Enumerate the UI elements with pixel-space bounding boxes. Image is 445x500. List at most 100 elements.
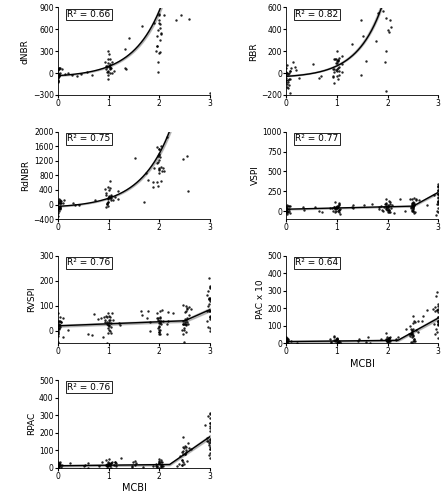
Point	[336, 66, 343, 74]
Point	[284, 202, 291, 210]
Point	[145, 306, 152, 314]
Point	[332, 208, 339, 216]
Point	[158, 126, 166, 134]
Point	[283, 342, 290, 349]
Point	[54, 324, 61, 332]
Point	[283, 338, 290, 345]
Point	[409, 326, 416, 334]
Point	[158, 456, 165, 464]
Point	[333, 334, 340, 342]
Point	[409, 330, 416, 338]
Point	[382, 46, 389, 54]
Point	[178, 456, 185, 464]
Point	[74, 72, 81, 80]
Point	[435, 186, 442, 194]
Point	[411, 318, 418, 326]
Point	[283, 64, 290, 72]
Point	[380, 203, 388, 211]
Point	[206, 307, 213, 315]
Point	[180, 44, 187, 52]
Point	[107, 194, 114, 202]
Point	[376, 205, 383, 213]
Point	[90, 310, 97, 318]
Point	[57, 314, 64, 322]
Point	[59, 199, 66, 207]
Point	[54, 198, 61, 206]
Point	[54, 203, 61, 211]
Point	[287, 202, 294, 209]
Point	[55, 468, 62, 475]
Point	[61, 70, 68, 78]
Point	[92, 196, 99, 203]
Point	[106, 65, 113, 73]
Point	[435, 318, 442, 326]
Point	[283, 206, 290, 214]
Point	[385, 342, 392, 350]
Point	[111, 458, 118, 466]
Point	[383, 14, 390, 22]
Point	[142, 170, 150, 177]
Point	[184, 320, 191, 328]
Point	[55, 462, 62, 470]
Point	[101, 313, 108, 321]
Point	[283, 204, 290, 212]
Point	[181, 320, 188, 328]
Point	[433, 328, 441, 336]
Point	[179, 320, 186, 328]
Point	[106, 322, 113, 330]
Text: R² = 0.66: R² = 0.66	[67, 10, 110, 19]
Point	[157, 462, 164, 469]
Point	[283, 203, 290, 211]
Point	[106, 316, 113, 324]
Point	[109, 466, 116, 473]
Point	[185, 67, 192, 75]
Point	[165, 317, 172, 325]
Point	[106, 318, 113, 326]
Point	[326, 204, 333, 212]
Point	[54, 338, 61, 346]
Point	[309, 60, 316, 68]
Point	[182, 73, 189, 81]
Y-axis label: RBR: RBR	[249, 42, 258, 60]
Point	[435, 190, 442, 198]
Point	[114, 196, 121, 203]
Point	[54, 74, 61, 82]
Point	[104, 198, 111, 206]
Point	[435, 208, 442, 216]
Text: R² = 0.76: R² = 0.76	[67, 382, 110, 392]
Point	[384, 208, 391, 216]
Point	[433, 306, 440, 314]
Point	[56, 322, 63, 330]
Point	[55, 200, 62, 208]
Point	[291, 63, 299, 71]
Point	[371, 0, 378, 8]
Point	[383, 204, 390, 212]
Point	[56, 458, 63, 466]
Point	[385, 336, 392, 344]
Point	[283, 202, 290, 210]
Point	[54, 458, 61, 466]
Point	[103, 318, 110, 326]
Point	[154, 182, 161, 190]
Point	[137, 307, 144, 315]
Point	[284, 80, 291, 88]
Point	[178, 45, 185, 53]
Point	[409, 200, 416, 207]
Point	[182, 450, 189, 458]
Point	[190, 118, 197, 126]
Point	[283, 338, 290, 345]
Point	[386, 338, 393, 345]
Point	[54, 78, 61, 86]
Point	[385, 334, 392, 342]
Point	[54, 196, 61, 204]
Point	[409, 324, 417, 332]
Point	[107, 194, 114, 202]
Point	[410, 208, 417, 216]
Point	[383, 336, 390, 344]
Point	[388, 200, 395, 208]
Point	[284, 342, 291, 350]
Point	[156, 455, 163, 463]
Point	[173, 16, 180, 24]
Point	[331, 65, 338, 73]
Point	[413, 196, 420, 203]
